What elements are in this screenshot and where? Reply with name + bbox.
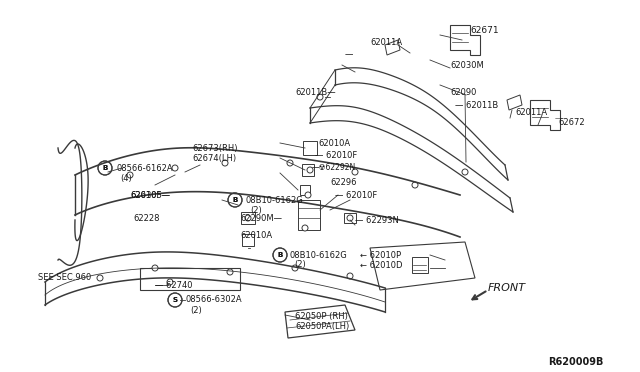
- Text: 62228: 62228: [133, 214, 159, 222]
- Text: 08566-6302A: 08566-6302A: [185, 295, 242, 305]
- Circle shape: [152, 265, 158, 271]
- Circle shape: [317, 94, 323, 100]
- Text: (2): (2): [294, 260, 306, 269]
- Circle shape: [245, 215, 251, 221]
- Text: R620009B: R620009B: [548, 357, 604, 367]
- Text: FRONT: FRONT: [488, 283, 526, 293]
- Text: 62011A: 62011A: [515, 108, 547, 116]
- Text: 62674(LH): 62674(LH): [192, 154, 236, 163]
- Text: 62673(RH): 62673(RH): [192, 144, 237, 153]
- Circle shape: [305, 192, 311, 198]
- Text: 08566-6162A: 08566-6162A: [116, 164, 173, 173]
- Text: —: —: [555, 115, 562, 121]
- Circle shape: [352, 169, 358, 175]
- Text: (2): (2): [250, 205, 262, 215]
- Circle shape: [462, 169, 468, 175]
- Circle shape: [292, 265, 298, 271]
- Circle shape: [222, 160, 228, 166]
- Text: — 62010F: — 62010F: [315, 151, 357, 160]
- Bar: [344, 213, 356, 223]
- Bar: [300, 185, 310, 195]
- Text: 62010A: 62010A: [318, 138, 350, 148]
- Circle shape: [127, 172, 133, 178]
- Text: 62671: 62671: [470, 26, 499, 35]
- Circle shape: [412, 182, 418, 188]
- Text: B: B: [232, 197, 237, 203]
- Circle shape: [172, 165, 178, 171]
- Circle shape: [227, 269, 233, 275]
- Bar: [242, 234, 254, 246]
- Text: 08B10-6162G: 08B10-6162G: [246, 196, 304, 205]
- Bar: [241, 212, 255, 224]
- Text: 62010F—: 62010F—: [130, 190, 170, 199]
- Text: 08B10-6162G: 08B10-6162G: [290, 250, 348, 260]
- Text: ← 62010P: ← 62010P: [360, 250, 401, 260]
- Text: 62090: 62090: [450, 87, 476, 96]
- Text: —☢62292N: —☢62292N: [312, 163, 356, 171]
- Text: B: B: [102, 165, 108, 171]
- Circle shape: [97, 275, 103, 281]
- Circle shape: [167, 279, 173, 285]
- Circle shape: [307, 167, 313, 173]
- Text: 62672: 62672: [558, 118, 584, 126]
- Text: 62030M: 62030M: [450, 61, 484, 70]
- Text: B: B: [277, 252, 283, 258]
- Text: (2): (2): [190, 305, 202, 314]
- Text: 626305—: 626305—: [130, 190, 170, 199]
- Text: 62290M—: 62290M—: [240, 214, 282, 222]
- Text: — 62293N: — 62293N: [355, 215, 399, 224]
- Bar: [140, 268, 240, 290]
- Text: B: B: [102, 165, 108, 171]
- Text: 62010A: 62010A: [240, 231, 272, 240]
- Bar: [412, 257, 428, 273]
- Text: —: —: [345, 51, 353, 60]
- Text: 62296: 62296: [330, 177, 356, 186]
- Text: SEE SEC.960: SEE SEC.960: [38, 273, 92, 282]
- Text: 62011A: 62011A: [370, 38, 402, 46]
- Bar: [303, 141, 317, 155]
- Bar: [302, 164, 314, 176]
- Circle shape: [302, 225, 308, 231]
- Text: S: S: [173, 297, 177, 303]
- Text: 62011B—: 62011B—: [295, 87, 335, 96]
- Text: — 62010F: — 62010F: [335, 190, 377, 199]
- Text: ← 62010D: ← 62010D: [360, 260, 403, 269]
- Text: B: B: [232, 197, 237, 203]
- Text: 62050P (RH): 62050P (RH): [295, 312, 348, 321]
- Text: 62050PA(LH): 62050PA(LH): [295, 323, 349, 331]
- Circle shape: [287, 160, 293, 166]
- Text: — 62011B: — 62011B: [455, 100, 499, 109]
- Text: (4): (4): [120, 173, 132, 183]
- Text: S: S: [173, 297, 177, 303]
- Text: B: B: [277, 252, 283, 258]
- Circle shape: [347, 273, 353, 279]
- Circle shape: [347, 215, 353, 221]
- Text: — 62740: — 62740: [155, 280, 193, 289]
